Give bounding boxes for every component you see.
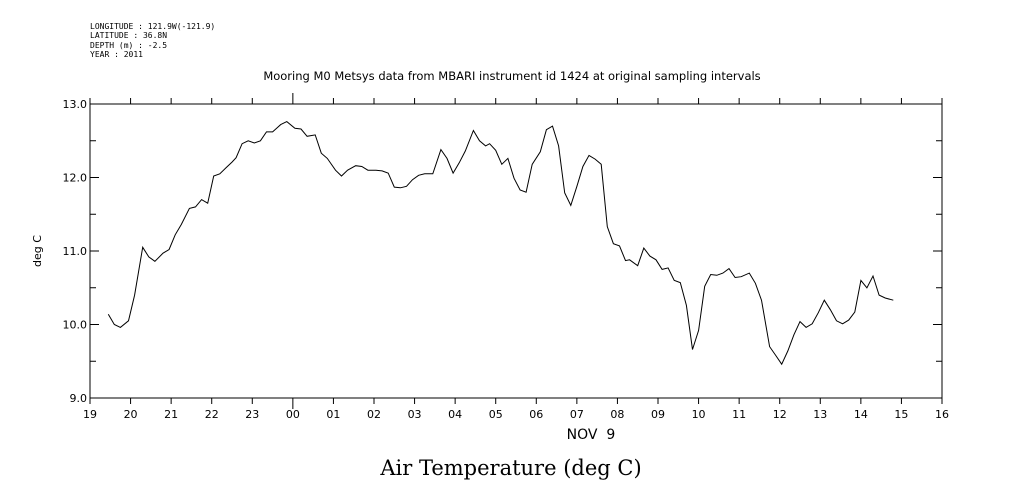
longitude-label: LONGITUDE : 121.9W(-121.9) bbox=[90, 22, 216, 31]
depth-label: DEPTH (m) : -2.5 bbox=[90, 40, 168, 50]
axis-ticks bbox=[89, 93, 943, 409]
y-tick-label: 11.0 bbox=[63, 245, 88, 258]
x-tick-label: 23 bbox=[245, 408, 259, 421]
x-tick-label: 22 bbox=[205, 408, 219, 421]
x-tick-label: 10 bbox=[692, 408, 706, 421]
x-tick-label: 16 bbox=[935, 408, 949, 421]
y-tick-label: 9.0 bbox=[70, 392, 88, 405]
y-tick-labels: 9.0 10.0 11.0 12.0 13.0 bbox=[63, 98, 88, 405]
air-temperature-series-line bbox=[107, 121, 894, 366]
y-axis-label: deg C bbox=[31, 235, 44, 267]
x-axis-date-label: NOV 9 bbox=[567, 427, 616, 443]
x-tick-label: 07 bbox=[570, 408, 584, 421]
x-tick-label: 21 bbox=[164, 408, 178, 421]
chart-title: Mooring M0 Metsys data from MBARI instru… bbox=[263, 69, 760, 83]
x-tick-label: 02 bbox=[367, 408, 381, 421]
series-group bbox=[107, 121, 894, 366]
x-tick-label: 12 bbox=[773, 408, 787, 421]
x-tick-label: 08 bbox=[610, 408, 624, 421]
x-tick-label: 09 bbox=[651, 408, 665, 421]
latitude-label: LATITUDE : 36.8N bbox=[90, 31, 168, 41]
x-tick-label: 03 bbox=[408, 408, 422, 421]
x-tick-label: 20 bbox=[124, 408, 138, 421]
year-label: YEAR : 2011 bbox=[90, 49, 143, 59]
y-tick-label: 12.0 bbox=[63, 172, 88, 185]
plot-frame bbox=[89, 103, 943, 399]
x-tick-label: 05 bbox=[489, 408, 503, 421]
x-tick-label: 00 bbox=[286, 408, 300, 421]
x-tick-label: 13 bbox=[813, 408, 827, 421]
x-tick-label: 14 bbox=[854, 408, 868, 421]
x-tick-label: 06 bbox=[529, 408, 543, 421]
footer-title: Air Temperature (deg C) bbox=[379, 456, 641, 480]
y-tick-label: 10.0 bbox=[63, 319, 88, 332]
y-tick-label: 13.0 bbox=[63, 98, 88, 111]
x-tick-label: 15 bbox=[894, 408, 908, 421]
mooring-metadata: LONGITUDE : 121.9W(-121.9) LATITUDE : 36… bbox=[90, 22, 215, 59]
x-tick-label: 01 bbox=[326, 408, 340, 421]
x-tick-labels: 19 20 21 22 23 00 01 02 03 04 05 06 07 08 09 10 11 12 13 14… bbox=[83, 408, 949, 421]
x-tick-label: 11 bbox=[732, 408, 746, 421]
x-tick-label: 04 bbox=[448, 408, 462, 421]
x-tick-label: 19 bbox=[83, 408, 97, 421]
